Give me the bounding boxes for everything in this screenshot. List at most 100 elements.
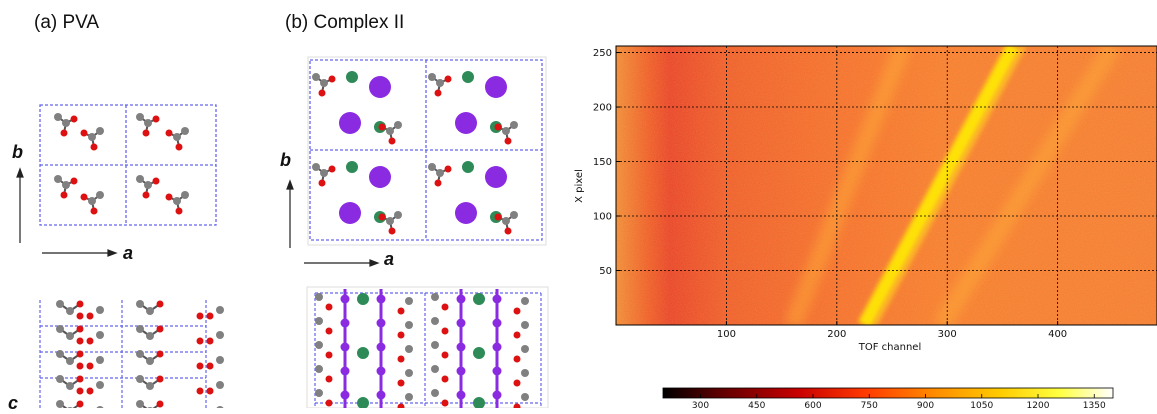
oxygen-atom [60,129,68,137]
oxygen-atom [196,362,204,370]
carbon-atom [96,127,104,135]
colorbar-tick-label: 1200 [1027,401,1050,408]
iodine-atom [376,342,386,352]
panel-a-axis-b-label: b [12,142,23,162]
carbon-atom [405,345,413,353]
complex-ii-structure-top [286,56,547,267]
carbon-atom [136,350,144,358]
carbon-atom [315,341,323,349]
oxygen-atom [378,123,386,131]
oxygen-atom [441,327,449,335]
iodine-atom [492,366,502,376]
carbon-atom [405,369,413,377]
colorbar-tick-label: 1050 [970,401,993,408]
carbon-atom [96,381,104,389]
x-axis-ticks: 100 200 300 400 [717,321,1067,340]
carbon-atom [173,197,181,205]
carbon-atom [405,297,413,305]
carbon-atom [216,356,224,364]
carbon-atom [436,169,444,177]
potassium-atom [473,397,485,408]
oxygen-atom [206,387,214,395]
panel-b-axis-a-label: a [384,249,395,269]
iodine-atom [376,390,386,400]
y-tick-label: 200 [593,103,612,114]
carbon-atom [173,133,181,141]
iodine-atom [456,318,466,328]
carbon-atom [216,306,224,314]
iodine-atom [369,166,391,188]
carbon-atom [428,73,436,81]
carbon-atom [66,357,74,365]
oxygen-atom [504,227,512,235]
bright-stripe [858,46,1020,325]
carbon-atom [320,169,328,177]
oxygen-atom [328,165,336,173]
oxygen-atom [397,355,405,363]
faint-stripe [784,46,912,325]
oxygen-atom [328,75,336,83]
carbon-atom [405,393,413,401]
heatmap-stripes [784,46,1121,325]
oxygen-atom [76,362,84,370]
oxygen-atom [90,207,98,215]
carbon-atom [405,321,413,329]
x-tick-label: 300 [938,329,957,340]
pva-molecules [54,113,189,215]
carbon-atom [146,382,154,390]
pva-structure-side [39,300,224,408]
colorbar-tick-label: 600 [804,401,821,408]
oxygen-atom [513,355,521,363]
potassium-atom [462,161,474,173]
oxygen-atom [444,165,452,173]
oxygen-atom [196,312,204,320]
oxygen-atom [76,375,84,383]
iodine-atom [340,366,350,376]
oxygen-atom [206,337,214,345]
panel-b-axis-b-label: b [280,150,291,170]
carbon-atom [54,175,62,183]
iodine-atom [340,342,350,352]
potassium-atom [462,71,474,83]
carbon-atom [428,163,436,171]
oxygen-atom [504,137,512,145]
iodine-atom [485,166,507,188]
carbon-atom [66,382,74,390]
x-tick-label: 100 [717,329,736,340]
unit-cell-grid-side [39,300,207,408]
oxygen-atom [196,387,204,395]
colorbar [662,387,1114,399]
carbon-atom [521,393,529,401]
carbon-atom [144,181,152,189]
oxygen-atom [325,303,333,311]
carbon-atom [502,217,510,225]
carbon-atom [56,350,64,358]
oxygen-atom [70,115,78,123]
carbon-atom [521,345,529,353]
carbon-atom [394,121,402,129]
oxygen-atom [494,123,502,131]
oxygen-atom [196,337,204,345]
carbon-atom [88,197,96,205]
oxygen-atom [444,75,452,83]
iodine-atom [492,318,502,328]
carbon-atom [62,119,70,127]
carbon-atom [312,73,320,81]
oxygen-atom [513,331,521,339]
oxygen-atom [152,177,160,185]
carbon-atom [66,332,74,340]
oxygen-atom [76,312,84,320]
iodine-atom [340,390,350,400]
iodine-atom [492,390,502,400]
carbon-atom [66,307,74,315]
oxygen-atom [441,375,449,383]
panel-a-title: (a) PVA [34,12,100,33]
carbon-atom [96,356,104,364]
oxygen-atom [175,207,183,215]
iodine-atom [485,76,507,98]
oxygen-atom [378,213,386,221]
iodine-atom [339,202,361,224]
potassium-atom [473,293,485,305]
carbon-atom [521,297,529,305]
panel-a-axis-a-label: a [123,243,134,263]
